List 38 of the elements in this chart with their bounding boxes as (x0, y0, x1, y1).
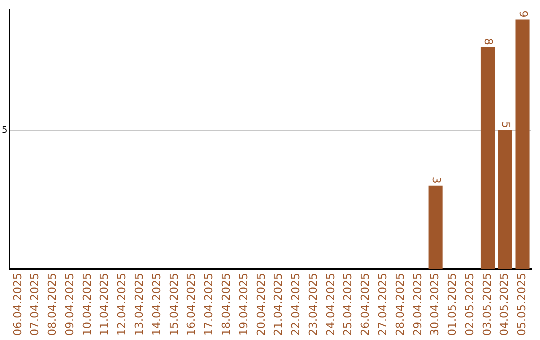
x-tick-label: 03.05.2025 (480, 273, 494, 336)
x-tick-label: 06.04.2025 (11, 273, 24, 336)
x-tick-label: 08.04.2025 (46, 273, 60, 336)
data-label: 3 (430, 176, 443, 184)
x-tick-label: 15.04.2025 (168, 273, 181, 336)
data-label: 9 (516, 10, 530, 18)
x-tick-label: 10.04.2025 (80, 273, 94, 336)
x-tick-label: 07.04.2025 (28, 273, 42, 336)
bar (428, 186, 443, 270)
x-tick-label: 02.05.2025 (463, 273, 476, 336)
x-tick-label: 14.04.2025 (150, 273, 164, 336)
x-tick-label: 13.04.2025 (133, 273, 146, 336)
x-tick-label: 17.04.2025 (202, 273, 216, 336)
x-tick-label: 16.04.2025 (185, 273, 198, 336)
x-tick-label: 28.04.2025 (394, 273, 407, 336)
x-tick-label: 23.04.2025 (306, 273, 320, 336)
x-tick-label: 29.04.2025 (411, 273, 424, 336)
x-tick-label: 27.04.2025 (376, 273, 390, 336)
x-tick-label: 11.04.2025 (98, 273, 112, 336)
x-tick-label: 12.04.2025 (116, 273, 129, 336)
x-tick-label: 30.04.2025 (428, 273, 442, 336)
bar (516, 20, 530, 270)
x-tick-label: 04.05.2025 (498, 273, 512, 336)
x-tick-label: 09.04.2025 (63, 273, 76, 336)
x-tick-label: 24.04.2025 (324, 273, 338, 336)
x-tick-label: 22.04.2025 (290, 273, 303, 336)
x-tick-label: 19.04.2025 (237, 273, 250, 336)
data-label: 8 (482, 38, 496, 46)
data-label: 5 (500, 122, 513, 129)
x-tick-label: 26.04.2025 (359, 273, 372, 336)
bar (480, 47, 496, 270)
x-tick-label: 18.04.2025 (220, 273, 233, 336)
x-tick-label: 01.05.2025 (446, 273, 460, 336)
bar (498, 130, 512, 270)
x-tick-label: 25.04.2025 (342, 273, 355, 336)
x-tick-label: 21.04.2025 (272, 273, 286, 336)
x-tick-label: 05.05.2025 (516, 273, 529, 336)
x-tick-label: 20.04.2025 (254, 273, 268, 336)
